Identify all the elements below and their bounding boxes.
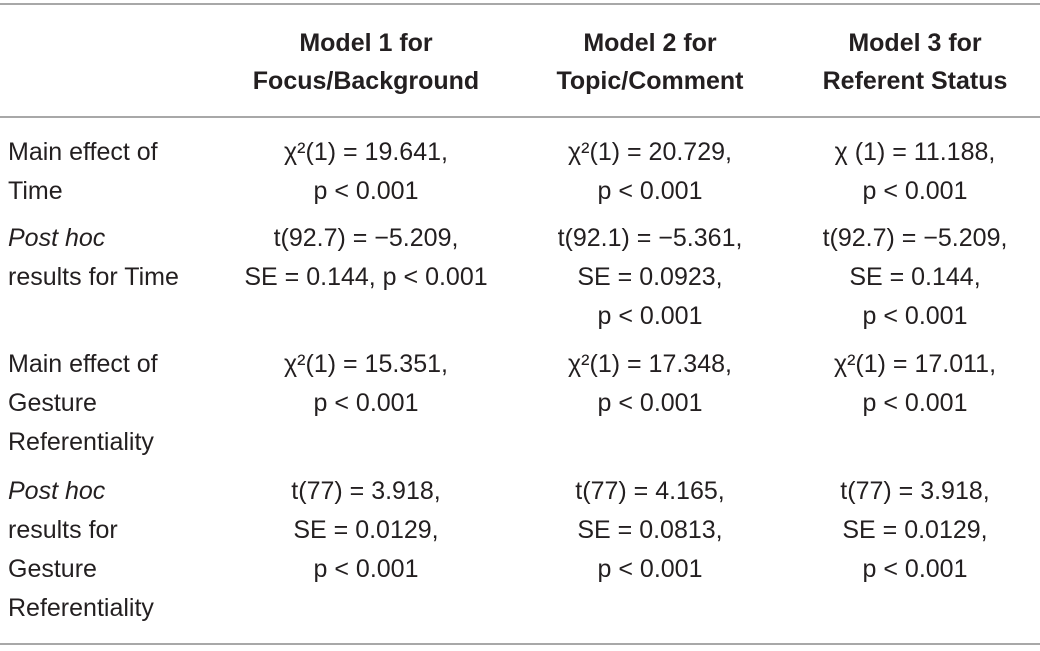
table-bottom-rule — [0, 643, 1040, 645]
row-label: Post hoc results for Gesture Referential… — [8, 472, 213, 628]
cell-line: χ²(1) = 19.641, — [284, 138, 448, 166]
cell-line: p < 0.001 — [862, 302, 968, 330]
cell-line: χ²(1) = 20.729, — [568, 138, 732, 166]
header-model-2: Model 2 for Topic/Comment — [520, 24, 780, 100]
cell-line: t(77) = 4.165, — [575, 477, 725, 505]
cell-line: SE = 0.0813, — [577, 516, 723, 544]
cell-line: p < 0.001 — [313, 555, 419, 583]
cell-line: p < 0.001 — [862, 555, 968, 583]
cell-line: SE = 0.0129, — [293, 516, 439, 544]
table-top-rule — [0, 3, 1040, 5]
cell-line: t(92.7) = −5.209, — [273, 224, 459, 252]
row-label-line: Post hoc — [8, 224, 106, 252]
row-label-line: Time — [8, 177, 63, 205]
row-label: Main effect of Gesture Referentiality — [8, 345, 213, 462]
row-label: Main effect of Time — [8, 133, 213, 211]
cell-line: p < 0.001 — [313, 389, 419, 417]
cell-model-1: t(77) = 3.918, SE = 0.0129, p < 0.001 — [216, 472, 516, 589]
header-rule — [0, 116, 1040, 118]
header-line: Referent Status — [822, 67, 1008, 95]
cell-model-3: t(92.7) = −5.209, SE = 0.144, p < 0.001 — [790, 219, 1040, 336]
cell-model-1: χ²(1) = 15.351, p < 0.001 — [216, 345, 516, 423]
header-model-3: Model 3 for Referent Status — [790, 24, 1040, 100]
row-label-line: Post hoc — [8, 477, 106, 505]
header-line: Model 2 for — [583, 29, 717, 57]
row-label-line: Main effect of — [8, 350, 158, 378]
cell-line: p < 0.001 — [597, 302, 703, 330]
header-line: Model 3 for — [848, 29, 982, 57]
cell-model-2: χ²(1) = 20.729, p < 0.001 — [520, 133, 780, 211]
header-line: Model 1 for — [299, 29, 433, 57]
row-label-line: Referentiality — [8, 428, 154, 456]
cell-model-2: t(92.1) = −5.361, SE = 0.0923, p < 0.001 — [520, 219, 780, 336]
cell-line: p < 0.001 — [597, 177, 703, 205]
row-label-line: results for Time — [8, 263, 179, 291]
cell-line: p < 0.001 — [597, 389, 703, 417]
cell-line: t(92.7) = −5.209, — [822, 224, 1008, 252]
row-label-line: Referentiality — [8, 594, 154, 622]
cell-model-3: χ²(1) = 17.011, p < 0.001 — [790, 345, 1040, 423]
cell-line: χ²(1) = 17.011, — [833, 350, 997, 378]
cell-line: p < 0.001 — [597, 555, 703, 583]
cell-model-3: t(77) = 3.918, SE = 0.0129, p < 0.001 — [790, 472, 1040, 589]
cell-model-1: t(92.7) = −5.209, SE = 0.144, p < 0.001 — [216, 219, 516, 297]
cell-line: p < 0.001 — [313, 177, 419, 205]
cell-line: χ²(1) = 15.351, — [284, 350, 448, 378]
row-label-line: Gesture — [8, 389, 97, 417]
row-label-line: results for — [8, 516, 118, 544]
cell-line: SE = 0.144, — [849, 263, 981, 291]
cell-line: p < 0.001 — [862, 177, 968, 205]
cell-line: χ (1) = 11.188, — [834, 138, 996, 166]
row-label-line: Gesture — [8, 555, 97, 583]
cell-model-3: χ (1) = 11.188, p < 0.001 — [790, 133, 1040, 211]
cell-model-1: χ²(1) = 19.641, p < 0.001 — [216, 133, 516, 211]
header-line: Focus/Background — [252, 67, 480, 95]
cell-model-2: χ²(1) = 17.348, p < 0.001 — [520, 345, 780, 423]
cell-line: χ²(1) = 17.348, — [568, 350, 732, 378]
row-label: Post hoc results for Time — [8, 219, 213, 297]
header-line: Topic/Comment — [556, 67, 744, 95]
cell-line: t(77) = 3.918, — [291, 477, 441, 505]
cell-line: t(77) = 3.918, — [840, 477, 990, 505]
cell-line: p < 0.001 — [862, 389, 968, 417]
cell-line: SE = 0.0129, — [842, 516, 988, 544]
row-label-line: Main effect of — [8, 138, 158, 166]
cell-line: SE = 0.0923, — [577, 263, 723, 291]
cell-line: t(92.1) = −5.361, — [557, 224, 743, 252]
cell-line: SE = 0.144, p < 0.001 — [244, 263, 488, 291]
cell-model-2: t(77) = 4.165, SE = 0.0813, p < 0.001 — [520, 472, 780, 589]
header-model-1: Model 1 for Focus/Background — [216, 24, 516, 100]
